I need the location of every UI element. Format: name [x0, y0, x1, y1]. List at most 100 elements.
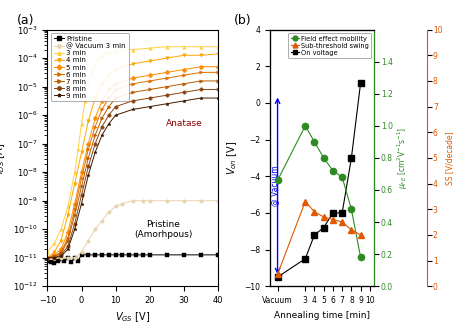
5 min	[92, 116, 98, 120]
5 min	[181, 67, 187, 71]
On voltage	[311, 233, 317, 237]
5 min	[58, 247, 64, 251]
Line: On voltage: On voltage	[274, 80, 364, 280]
3 min	[89, 70, 95, 74]
@ Vacuum 3 min	[51, 256, 57, 260]
9 min	[130, 108, 136, 112]
@ Vacuum 3 min	[85, 239, 91, 242]
Line: 6 min: 6 min	[46, 71, 220, 260]
Pristine	[140, 253, 146, 257]
@ Vacuum 3 min	[106, 210, 112, 214]
9 min	[164, 102, 170, 106]
Line: 4 min: 4 min	[46, 52, 220, 260]
Field effect mobility	[302, 124, 308, 128]
3 min	[147, 46, 153, 50]
8 min	[58, 253, 64, 257]
5 min	[106, 88, 112, 91]
Sub-threshold swing	[339, 220, 345, 224]
8 min	[79, 193, 84, 197]
Line: @ Vacuum 3 min: @ Vacuum 3 min	[46, 199, 220, 260]
4 min	[113, 67, 118, 71]
Pristine	[75, 259, 81, 263]
8 min	[106, 113, 112, 117]
9 min	[45, 256, 50, 260]
On voltage	[275, 275, 281, 279]
Pristine	[51, 262, 57, 266]
Line: Pristine: Pristine	[46, 253, 220, 265]
Sub-threshold swing	[358, 233, 364, 237]
8 min	[198, 88, 204, 91]
Pristine	[92, 253, 98, 257]
Pristine	[48, 260, 54, 264]
5 min	[215, 65, 221, 69]
7 min	[198, 79, 204, 83]
6 min	[92, 125, 98, 129]
4 min	[130, 62, 136, 66]
9 min	[79, 202, 84, 206]
5 min	[72, 202, 78, 206]
3 min	[58, 227, 64, 231]
7 min	[106, 105, 112, 109]
9 min	[92, 150, 98, 154]
Line: Field effect mobility: Field effect mobility	[274, 123, 364, 261]
Sub-threshold swing	[302, 200, 308, 204]
8 min	[51, 256, 57, 260]
Field effect mobility	[275, 178, 281, 182]
8 min	[72, 221, 78, 225]
Y-axis label: $I_{DS}$ [A]: $I_{DS}$ [A]	[0, 142, 8, 174]
@ Vacuum 3 min	[130, 199, 136, 203]
Pristine	[68, 260, 74, 264]
3 min	[181, 45, 187, 49]
Y-axis label: $V_{on}$ [V]: $V_{on}$ [V]	[225, 141, 239, 175]
4 min	[99, 82, 105, 86]
Pristine	[106, 253, 112, 257]
X-axis label: $V_{GS}$ [V]: $V_{GS}$ [V]	[115, 311, 150, 324]
6 min	[113, 88, 118, 91]
@ Vacuum 3 min	[99, 219, 105, 223]
3 min	[85, 82, 91, 86]
@ Vacuum 3 min	[119, 202, 125, 206]
Pristine	[55, 259, 61, 263]
Pristine	[99, 253, 105, 257]
5 min	[198, 65, 204, 69]
On voltage	[348, 156, 354, 160]
Pristine	[79, 253, 84, 257]
Line: 3 min: 3 min	[46, 45, 220, 254]
3 min	[65, 204, 71, 208]
6 min	[45, 256, 50, 260]
8 min	[65, 244, 71, 248]
6 min	[65, 236, 71, 240]
6 min	[51, 254, 57, 258]
Pristine	[58, 257, 64, 261]
6 min	[106, 96, 112, 100]
4 min	[65, 213, 71, 217]
8 min	[147, 96, 153, 100]
9 min	[72, 227, 78, 231]
4 min	[45, 256, 50, 260]
Sub-threshold swing	[275, 272, 281, 276]
7 min	[130, 90, 136, 94]
7 min	[79, 185, 84, 189]
Pristine	[198, 253, 204, 257]
6 min	[130, 82, 136, 86]
Pristine	[147, 253, 153, 257]
Pristine	[62, 259, 67, 263]
4 min	[164, 56, 170, 60]
Pristine	[215, 253, 221, 257]
7 min	[215, 79, 221, 83]
@ Vacuum 3 min	[198, 199, 204, 203]
Pristine	[45, 259, 50, 263]
3 min	[113, 49, 118, 53]
X-axis label: Annealing time [min]: Annealing time [min]	[274, 311, 370, 319]
7 min	[58, 251, 64, 255]
9 min	[113, 113, 118, 117]
Pristine	[181, 253, 187, 257]
5 min	[45, 256, 50, 260]
4 min	[72, 182, 78, 186]
8 min	[164, 93, 170, 97]
Pristine	[113, 253, 118, 257]
@ Vacuum 3 min	[65, 256, 71, 260]
9 min	[147, 105, 153, 109]
5 min	[79, 170, 84, 174]
6 min	[181, 73, 187, 77]
